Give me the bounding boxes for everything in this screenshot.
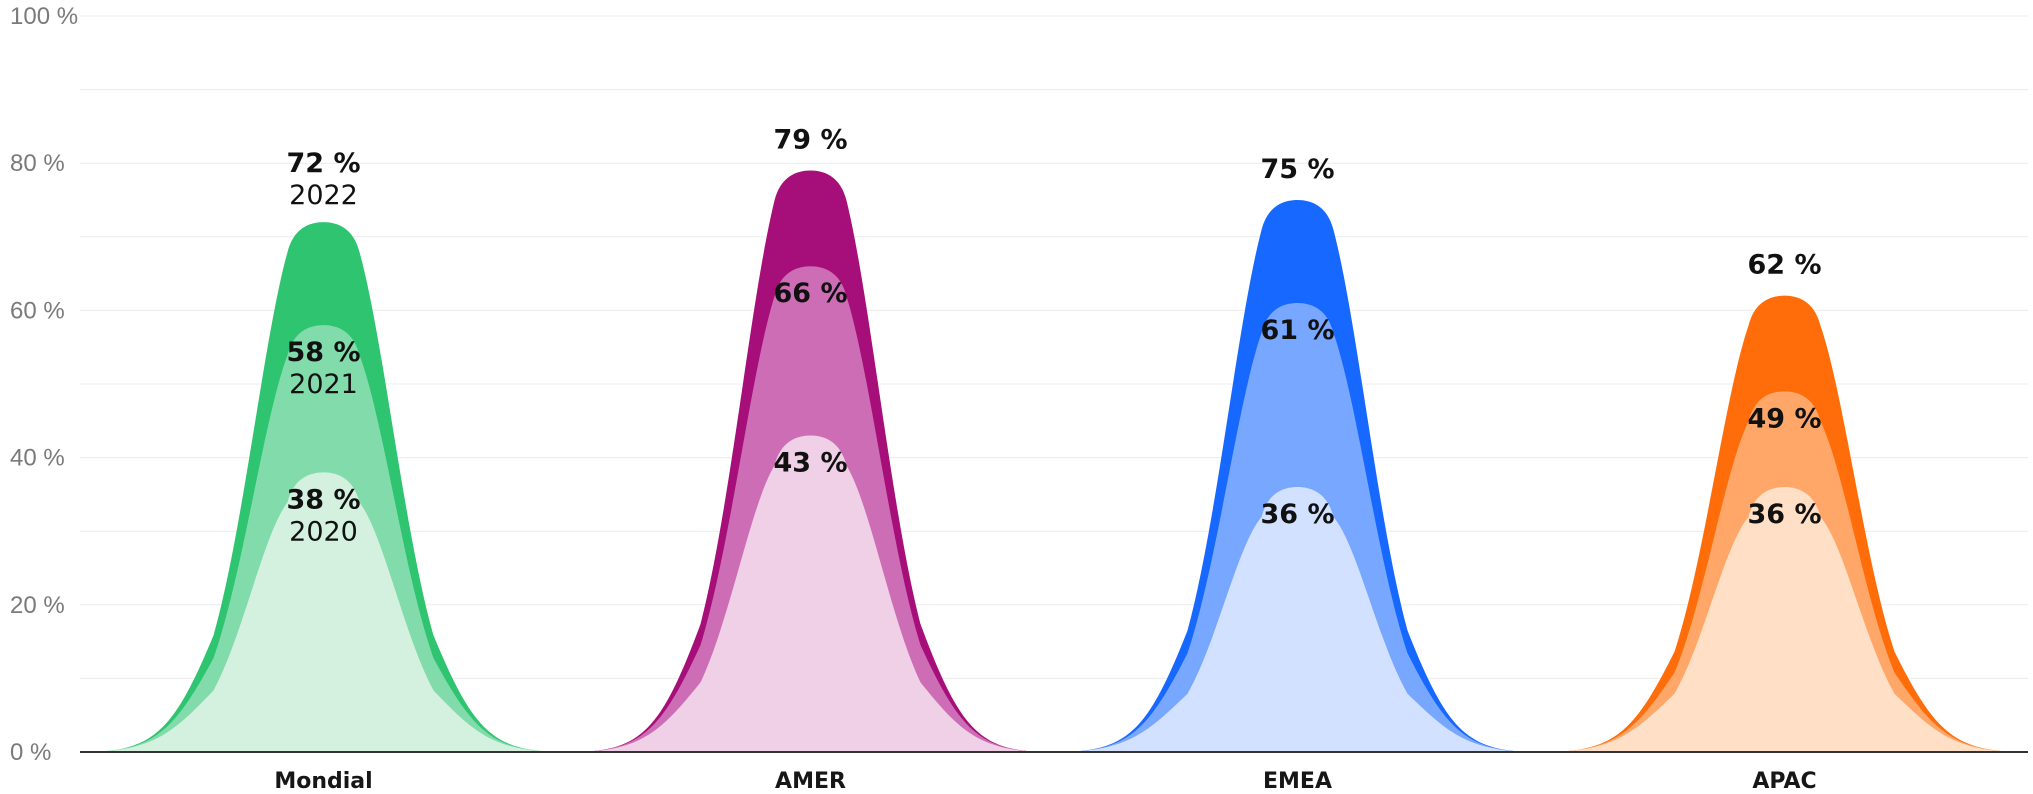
x-category-label: Mondial (274, 769, 372, 794)
data-label: 62 % (1747, 250, 1821, 281)
peak-apac-2020 (1544, 487, 2025, 752)
data-label: 36 % (1260, 499, 1334, 530)
data-label: 66 % (773, 278, 847, 309)
y-tick-label: 40 % (10, 445, 65, 472)
x-category-label: AMER (775, 769, 846, 794)
peak-mondial-2020 (83, 472, 564, 752)
data-label: 43 % (773, 448, 847, 479)
y-tick-label: 100 % (10, 3, 78, 30)
year-label: 2022 (289, 180, 358, 211)
data-label: 61 % (1260, 315, 1334, 346)
year-label: 2020 (289, 516, 358, 547)
data-label: 79 % (773, 125, 847, 156)
year-label: 2021 (289, 369, 358, 400)
x-category-label: EMEA (1263, 769, 1332, 794)
y-tick-label: 80 % (10, 150, 65, 177)
data-label: 38 % (286, 484, 360, 515)
data-label: 49 % (1747, 403, 1821, 434)
x-category-label: APAC (1752, 769, 1816, 794)
peak-amer-2020 (570, 435, 1051, 752)
y-tick-label: 0 % (10, 739, 51, 766)
y-tick-label: 60 % (10, 297, 65, 324)
data-label: 72 % (286, 148, 360, 179)
data-label: 58 % (286, 337, 360, 368)
y-tick-label: 20 % (10, 592, 65, 619)
data-label: 75 % (1260, 154, 1334, 185)
peak-emea-2020 (1057, 487, 1538, 752)
data-label: 36 % (1747, 499, 1821, 530)
